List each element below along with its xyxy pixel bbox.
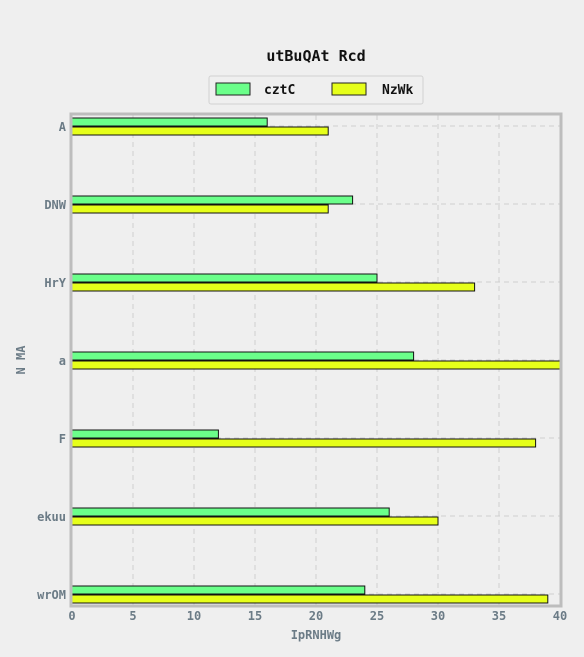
bar-cztC-A <box>71 117 268 127</box>
x-tick-label: 25 <box>370 609 384 623</box>
legend-label-cztC: cztC <box>264 83 295 98</box>
y-tick-label: A <box>59 120 67 134</box>
x-axis-label: IpRNHWg <box>291 628 342 642</box>
x-tick-label: 20 <box>309 609 323 623</box>
bar-NzWk-wrOM <box>71 594 549 604</box>
bar-cztC-wrOM <box>71 585 366 595</box>
bar-NzWk-HrY <box>71 282 476 292</box>
bar-cztC-F <box>71 429 219 439</box>
legend-box <box>208 75 424 105</box>
y-tick-label: DNW <box>44 198 66 212</box>
bar-NzWk-F <box>71 438 537 448</box>
chart-title: utBuQAt Rcd <box>266 47 365 65</box>
legend-label-NzWk: NzWk <box>382 83 413 98</box>
x-tick-label: 0 <box>68 609 75 623</box>
bar-NzWk-DNW <box>71 204 329 214</box>
bar-NzWk-A <box>71 126 329 136</box>
legend: cztC NzWk <box>208 75 424 105</box>
bar-cztC-DNW <box>71 195 354 205</box>
bars <box>71 117 561 604</box>
y-tick-label: F <box>59 432 66 446</box>
bar-NzWk-a <box>71 360 561 370</box>
x-tick-label: 30 <box>431 609 445 623</box>
y-tick-label: HrY <box>44 276 66 290</box>
x-tick-label: 35 <box>492 609 506 623</box>
x-tick-label: 10 <box>187 609 201 623</box>
bar-cztC-a <box>71 351 415 361</box>
legend-swatch-cztC <box>215 82 251 96</box>
x-tick-label: 40 <box>553 609 567 623</box>
y-tick-label: a <box>59 354 66 368</box>
legend-swatch-NzWk <box>331 82 367 96</box>
bar-cztC-ekuu <box>71 507 390 517</box>
plot-frame <box>69 112 563 608</box>
x-tick-label: 5 <box>129 609 136 623</box>
y-tick-label: wrOM <box>37 588 66 602</box>
y-tick-label: ekuu <box>37 510 66 524</box>
bar-NzWk-ekuu <box>71 516 439 526</box>
y-axis-label: N MA <box>14 345 28 375</box>
bar-cztC-HrY <box>71 273 378 283</box>
x-tick-label: 15 <box>248 609 262 623</box>
